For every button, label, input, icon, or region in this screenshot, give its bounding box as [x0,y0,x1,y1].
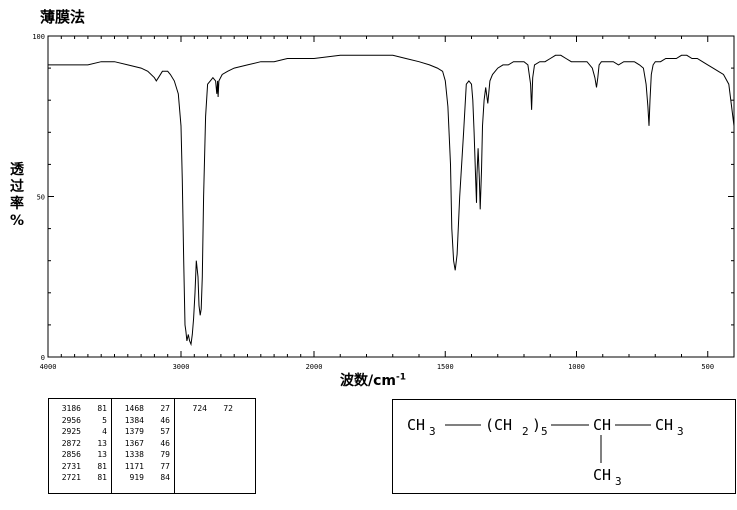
peak-transmittance: 13 [97,438,107,448]
x-tick-label: 1500 [437,363,454,371]
ch2-sub: 2 [522,425,529,438]
ch3-left: CH [407,416,425,434]
peak-wavenumber: 2925 [61,427,81,436]
x-axis-label-text: 波数/cm [340,373,396,389]
peak-transmittance: 81 [97,404,107,413]
peak-wavenumber: 1338 [124,450,144,459]
peak-row: 1171 77 [116,462,170,474]
y-axis-label-char: 率 [10,196,24,212]
y-tick-label: 50 [37,194,45,202]
ch2-group-close: ) [532,416,541,434]
structure-box: CH 3 (CH 2 ) 5 CH CH 3 CH 3 [392,399,736,494]
peak-row: 1338 79 [116,450,170,462]
ch3-bottom: CH [593,466,611,484]
peak-column: 724 72 [175,399,255,493]
x-tick-label: 1000 [568,363,585,371]
x-tick-label: 2000 [306,363,323,371]
peak-transmittance: 46 [160,438,170,448]
structure-formula: CH 3 (CH 2 ) 5 CH CH 3 CH 3 [407,416,684,488]
peak-wavenumber: 2731 [61,461,81,471]
peak-wavenumber: 919 [129,473,144,482]
ch3-bottom-sub: 3 [615,475,622,488]
x-axis-label: 波数/cm-1 [340,370,406,390]
ch2-group-open: (CH [485,416,512,434]
peak-wavenumber: 1379 [124,427,144,436]
y-axis-label-char: % [9,213,25,229]
peak-row: 1379 57 [116,427,170,439]
peak-transmittance: 84 [160,473,170,482]
peak-table: 3186 81 2956 5 2925 4 2872 13 2856 13 2731 81 2721 81… [48,398,256,494]
peak-wavenumber: 1468 [124,404,144,413]
x-tick-label: 500 [701,363,714,371]
peak-transmittance: 77 [160,461,170,471]
peak-transmittance: 4 [102,427,107,436]
peak-transmittance: 5 [102,415,107,425]
y-tick-label: 0 [41,354,45,362]
ch-center: CH [593,416,611,434]
peak-transmittance: 27 [160,404,170,413]
peak-row: 919 84 [116,473,170,485]
peak-transmittance: 46 [160,415,170,425]
peak-wavenumber: 2956 [61,415,81,425]
x-tick-label: 4000 [40,363,57,371]
peak-transmittance: 57 [160,427,170,436]
y-axis-label-char: 过 [10,179,24,195]
peak-wavenumber: 724 [192,404,207,413]
peak-transmittance: 79 [160,450,170,459]
peak-row: 3186 81 [53,404,107,416]
peak-row: 2956 5 [53,416,107,428]
x-axis-label-sup: -1 [396,372,406,383]
peak-transmittance: 72 [223,404,233,413]
peak-row: 2872 13 [53,439,107,451]
peak-row: 1367 46 [116,439,170,451]
peak-transmittance: 81 [97,461,107,471]
ch2-count-sub: 5 [541,425,548,438]
peak-row: 1384 46 [116,416,170,428]
x-tick-label: 3000 [173,363,190,371]
peak-wavenumber: 1171 [124,461,144,471]
ch3-right: CH [655,416,673,434]
peak-wavenumber: 1384 [124,415,144,425]
plot-frame [47,35,735,358]
peak-wavenumber: 2856 [61,450,81,459]
chart-title: 薄膜法 [40,8,86,26]
peak-transmittance: 13 [97,450,107,459]
ch3-right-sub: 3 [677,425,684,438]
peak-row: 2925 4 [53,427,107,439]
peak-wavenumber: 3186 [61,404,81,413]
y-axis-label-char: 透 [10,162,24,178]
y-tick-label: 100 [32,33,45,41]
peak-row: 2856 13 [53,450,107,462]
peak-transmittance: 81 [97,473,107,482]
peak-row: 2721 81 [53,473,107,485]
peak-row: 2731 81 [53,462,107,474]
peak-row: 1468 27 [116,404,170,416]
y-axis-label: 透过率% [8,162,26,230]
peak-row: 724 72 [179,404,251,416]
peak-wavenumber: 2872 [61,438,81,448]
peak-column: 1468 27 1384 46 1379 57 1367 46 1338 79 1171 77 919 8… [112,399,175,493]
ch3-left-sub: 3 [429,425,436,438]
peak-wavenumber: 2721 [61,473,81,482]
spectrum-line [48,54,735,347]
peak-column: 3186 81 2956 5 2925 4 2872 13 2856 13 2731 81 2721 81 [49,399,112,493]
peak-wavenumber: 1367 [124,438,144,448]
